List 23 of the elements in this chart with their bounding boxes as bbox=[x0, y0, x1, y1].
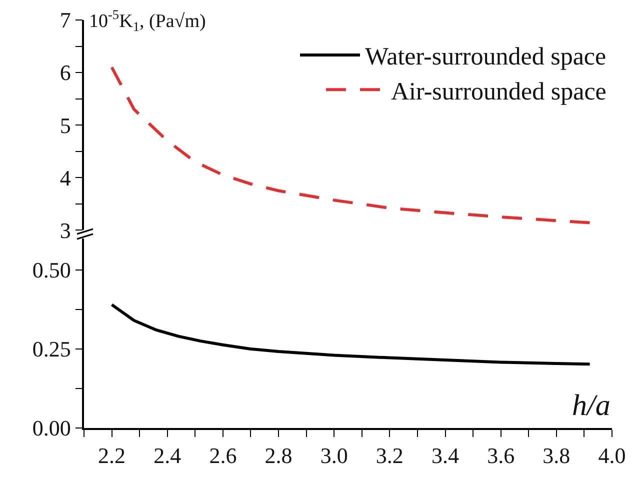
y-tick-label: 3 bbox=[60, 218, 71, 243]
y-tick-label: 0.50 bbox=[32, 258, 71, 283]
legend-label: Water-surrounded space bbox=[365, 44, 606, 71]
x-tick-label: 3.4 bbox=[432, 443, 460, 468]
line-series bbox=[110, 303, 592, 366]
x-tick-label: 3.8 bbox=[542, 443, 570, 468]
y-tick-label: 7 bbox=[60, 8, 71, 33]
x-tick-label: 3.2 bbox=[376, 443, 404, 468]
y-axis-title: 10$^{-5}$K$_{1}$, (Pa√m) bbox=[89, 7, 206, 34]
y-tick-label: 0.25 bbox=[32, 336, 71, 362]
x-axis-title: h/a bbox=[572, 389, 610, 422]
x-tick-label: 3.0 bbox=[320, 443, 348, 468]
y-tick-label: 5 bbox=[60, 112, 71, 138]
x-tick-label: 3.6 bbox=[487, 443, 515, 468]
y-tick-label: 0.00 bbox=[32, 416, 71, 441]
x-tick-label: 2.4 bbox=[154, 443, 182, 468]
y-tick-label: 4 bbox=[60, 165, 71, 190]
x-tick-label: 2.8 bbox=[264, 443, 292, 468]
x-tick-label: 2.2 bbox=[98, 443, 126, 468]
x-tick-label: 4.0 bbox=[598, 443, 626, 468]
legend-label: Air-surrounded space bbox=[391, 78, 606, 106]
y-tick-label: 6 bbox=[60, 60, 71, 86]
x-tick-label: 2.6 bbox=[209, 443, 237, 468]
